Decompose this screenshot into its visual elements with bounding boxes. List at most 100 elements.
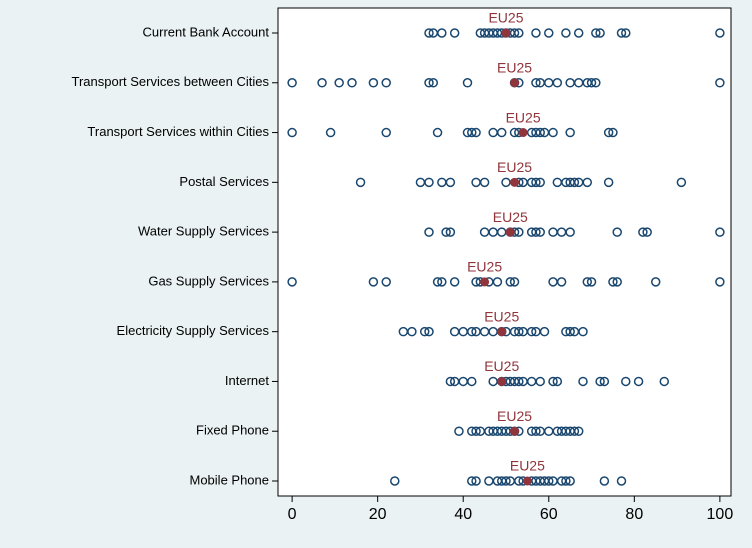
eu-label: EU25	[493, 209, 528, 225]
y-tick-label: Transport Services between Cities	[72, 74, 270, 89]
x-tick-label: 0	[288, 506, 297, 523]
country-point	[544, 28, 554, 38]
country-point	[509, 127, 520, 138]
country-point	[715, 78, 725, 88]
country-point	[582, 277, 593, 287]
country-point	[471, 476, 481, 486]
eu-point	[497, 376, 507, 386]
country-point	[355, 177, 366, 188]
country-point	[569, 426, 580, 436]
country-point	[578, 376, 588, 387]
country-point	[471, 426, 481, 436]
country-point	[621, 28, 631, 38]
eu-point	[497, 327, 507, 337]
country-point	[565, 127, 575, 138]
country-point	[368, 277, 379, 287]
country-point	[548, 127, 558, 138]
country-point	[325, 127, 336, 138]
country-point	[424, 177, 434, 188]
country-point	[599, 476, 610, 486]
country-point	[432, 127, 443, 138]
country-point	[432, 277, 443, 287]
country-point	[556, 277, 567, 287]
country-point	[595, 28, 605, 38]
country-point	[603, 127, 614, 138]
country-point	[599, 376, 610, 387]
eu-label: EU25	[488, 10, 523, 26]
country-point	[586, 277, 597, 287]
country-point	[514, 326, 524, 337]
country-point	[317, 78, 327, 88]
country-point	[462, 78, 473, 88]
country-point	[544, 476, 554, 486]
country-point	[608, 277, 618, 287]
country-point	[603, 177, 614, 188]
country-point	[539, 326, 550, 337]
country-point	[514, 28, 524, 38]
country-point	[514, 376, 524, 387]
country-point	[586, 78, 597, 88]
country-point	[471, 127, 481, 138]
country-point	[334, 78, 344, 88]
country-point	[424, 78, 434, 88]
country-point	[638, 227, 648, 237]
country-point	[535, 177, 545, 188]
country-point	[561, 476, 571, 486]
country-point	[347, 78, 357, 88]
country-point	[565, 326, 575, 337]
y-tick-label: Internet	[225, 373, 269, 388]
eu-point	[518, 128, 528, 138]
eu-label: EU25	[484, 308, 519, 324]
country-point	[616, 28, 627, 38]
country-point	[569, 177, 580, 188]
country-point	[467, 326, 477, 337]
country-point	[535, 227, 545, 237]
country-point	[578, 326, 588, 337]
country-point	[449, 277, 460, 287]
country-point	[650, 277, 661, 287]
country-point	[552, 78, 563, 88]
country-point	[445, 376, 456, 387]
y-tick-label: Water Supply Services	[138, 224, 270, 239]
country-point	[531, 227, 541, 237]
x-tick-label: 100	[707, 506, 734, 523]
country-point	[526, 326, 537, 337]
country-point	[390, 476, 400, 486]
country-point	[612, 277, 622, 287]
country-point	[642, 227, 652, 237]
eu-label: EU25	[484, 358, 519, 374]
country-point	[591, 78, 601, 88]
country-point	[479, 177, 490, 188]
country-point	[287, 127, 297, 138]
country-point	[573, 28, 584, 38]
country-point	[573, 426, 584, 436]
country-point	[428, 78, 439, 88]
eu-label: EU25	[506, 109, 541, 125]
country-point	[565, 227, 575, 237]
country-point	[535, 127, 545, 138]
country-point	[509, 277, 520, 287]
country-point	[381, 277, 391, 287]
country-point	[565, 476, 575, 486]
country-point	[445, 227, 456, 237]
y-tick-label: Current Bank Account	[143, 24, 270, 39]
y-tick-label: Mobile Phone	[190, 472, 270, 487]
country-point	[419, 326, 430, 337]
country-point	[676, 177, 687, 188]
country-point	[407, 326, 417, 337]
country-point	[715, 227, 725, 237]
country-point	[501, 476, 511, 486]
eu-label: EU25	[497, 59, 532, 75]
country-point	[531, 177, 541, 188]
eu-label: EU25	[467, 259, 502, 275]
eu-point	[501, 28, 511, 38]
country-point	[715, 28, 725, 38]
x-tick-label: 80	[625, 506, 643, 523]
country-point	[514, 227, 524, 237]
country-point	[514, 476, 524, 486]
plot-area	[277, 7, 732, 497]
country-point	[424, 326, 434, 337]
x-tick-label: 20	[369, 506, 387, 523]
x-tick-label: 60	[540, 506, 558, 523]
country-point	[561, 28, 571, 38]
